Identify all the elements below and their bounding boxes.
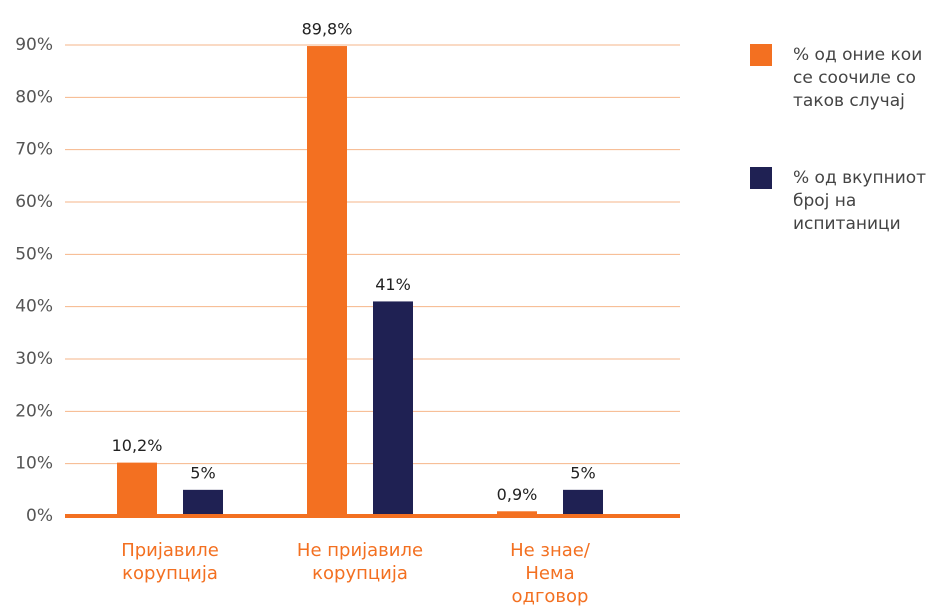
legend-swatch [750,44,772,66]
y-tick-label: 80% [15,87,53,107]
x-tick-label: Не знае/Нема одговор [510,540,591,607]
bar [373,301,413,516]
y-tick-label: 70% [15,140,53,160]
bar [497,511,537,516]
y-tick-label: 50% [15,244,53,264]
legend-label: % од оние кои се соочиле со таков случај [793,45,922,111]
legend-swatch [750,167,772,189]
y-tick-label: 40% [15,297,53,317]
x-tick-label: Не пријавиле корупција [297,540,423,584]
legend-label: % од вкупниот број на испитаници [793,168,926,234]
value-label: 0,9% [497,485,538,504]
y-tick-label: 20% [15,401,53,421]
y-tick-label: 30% [15,349,53,369]
bar [307,46,347,517]
value-label: 41% [375,275,411,294]
y-tick-label: 0% [26,506,53,526]
value-label: 10,2% [112,436,163,455]
x-tick-label: Пријавиле корупција [121,540,219,584]
bar [117,462,157,516]
bar [183,489,223,516]
value-label: 5% [570,463,595,482]
value-label: 5% [190,463,215,482]
y-tick-label: 60% [15,192,53,212]
value-label: 89,8% [302,20,353,39]
y-tick-label: 10% [15,454,53,474]
bar [563,489,603,516]
y-tick-label: 90% [15,35,53,55]
